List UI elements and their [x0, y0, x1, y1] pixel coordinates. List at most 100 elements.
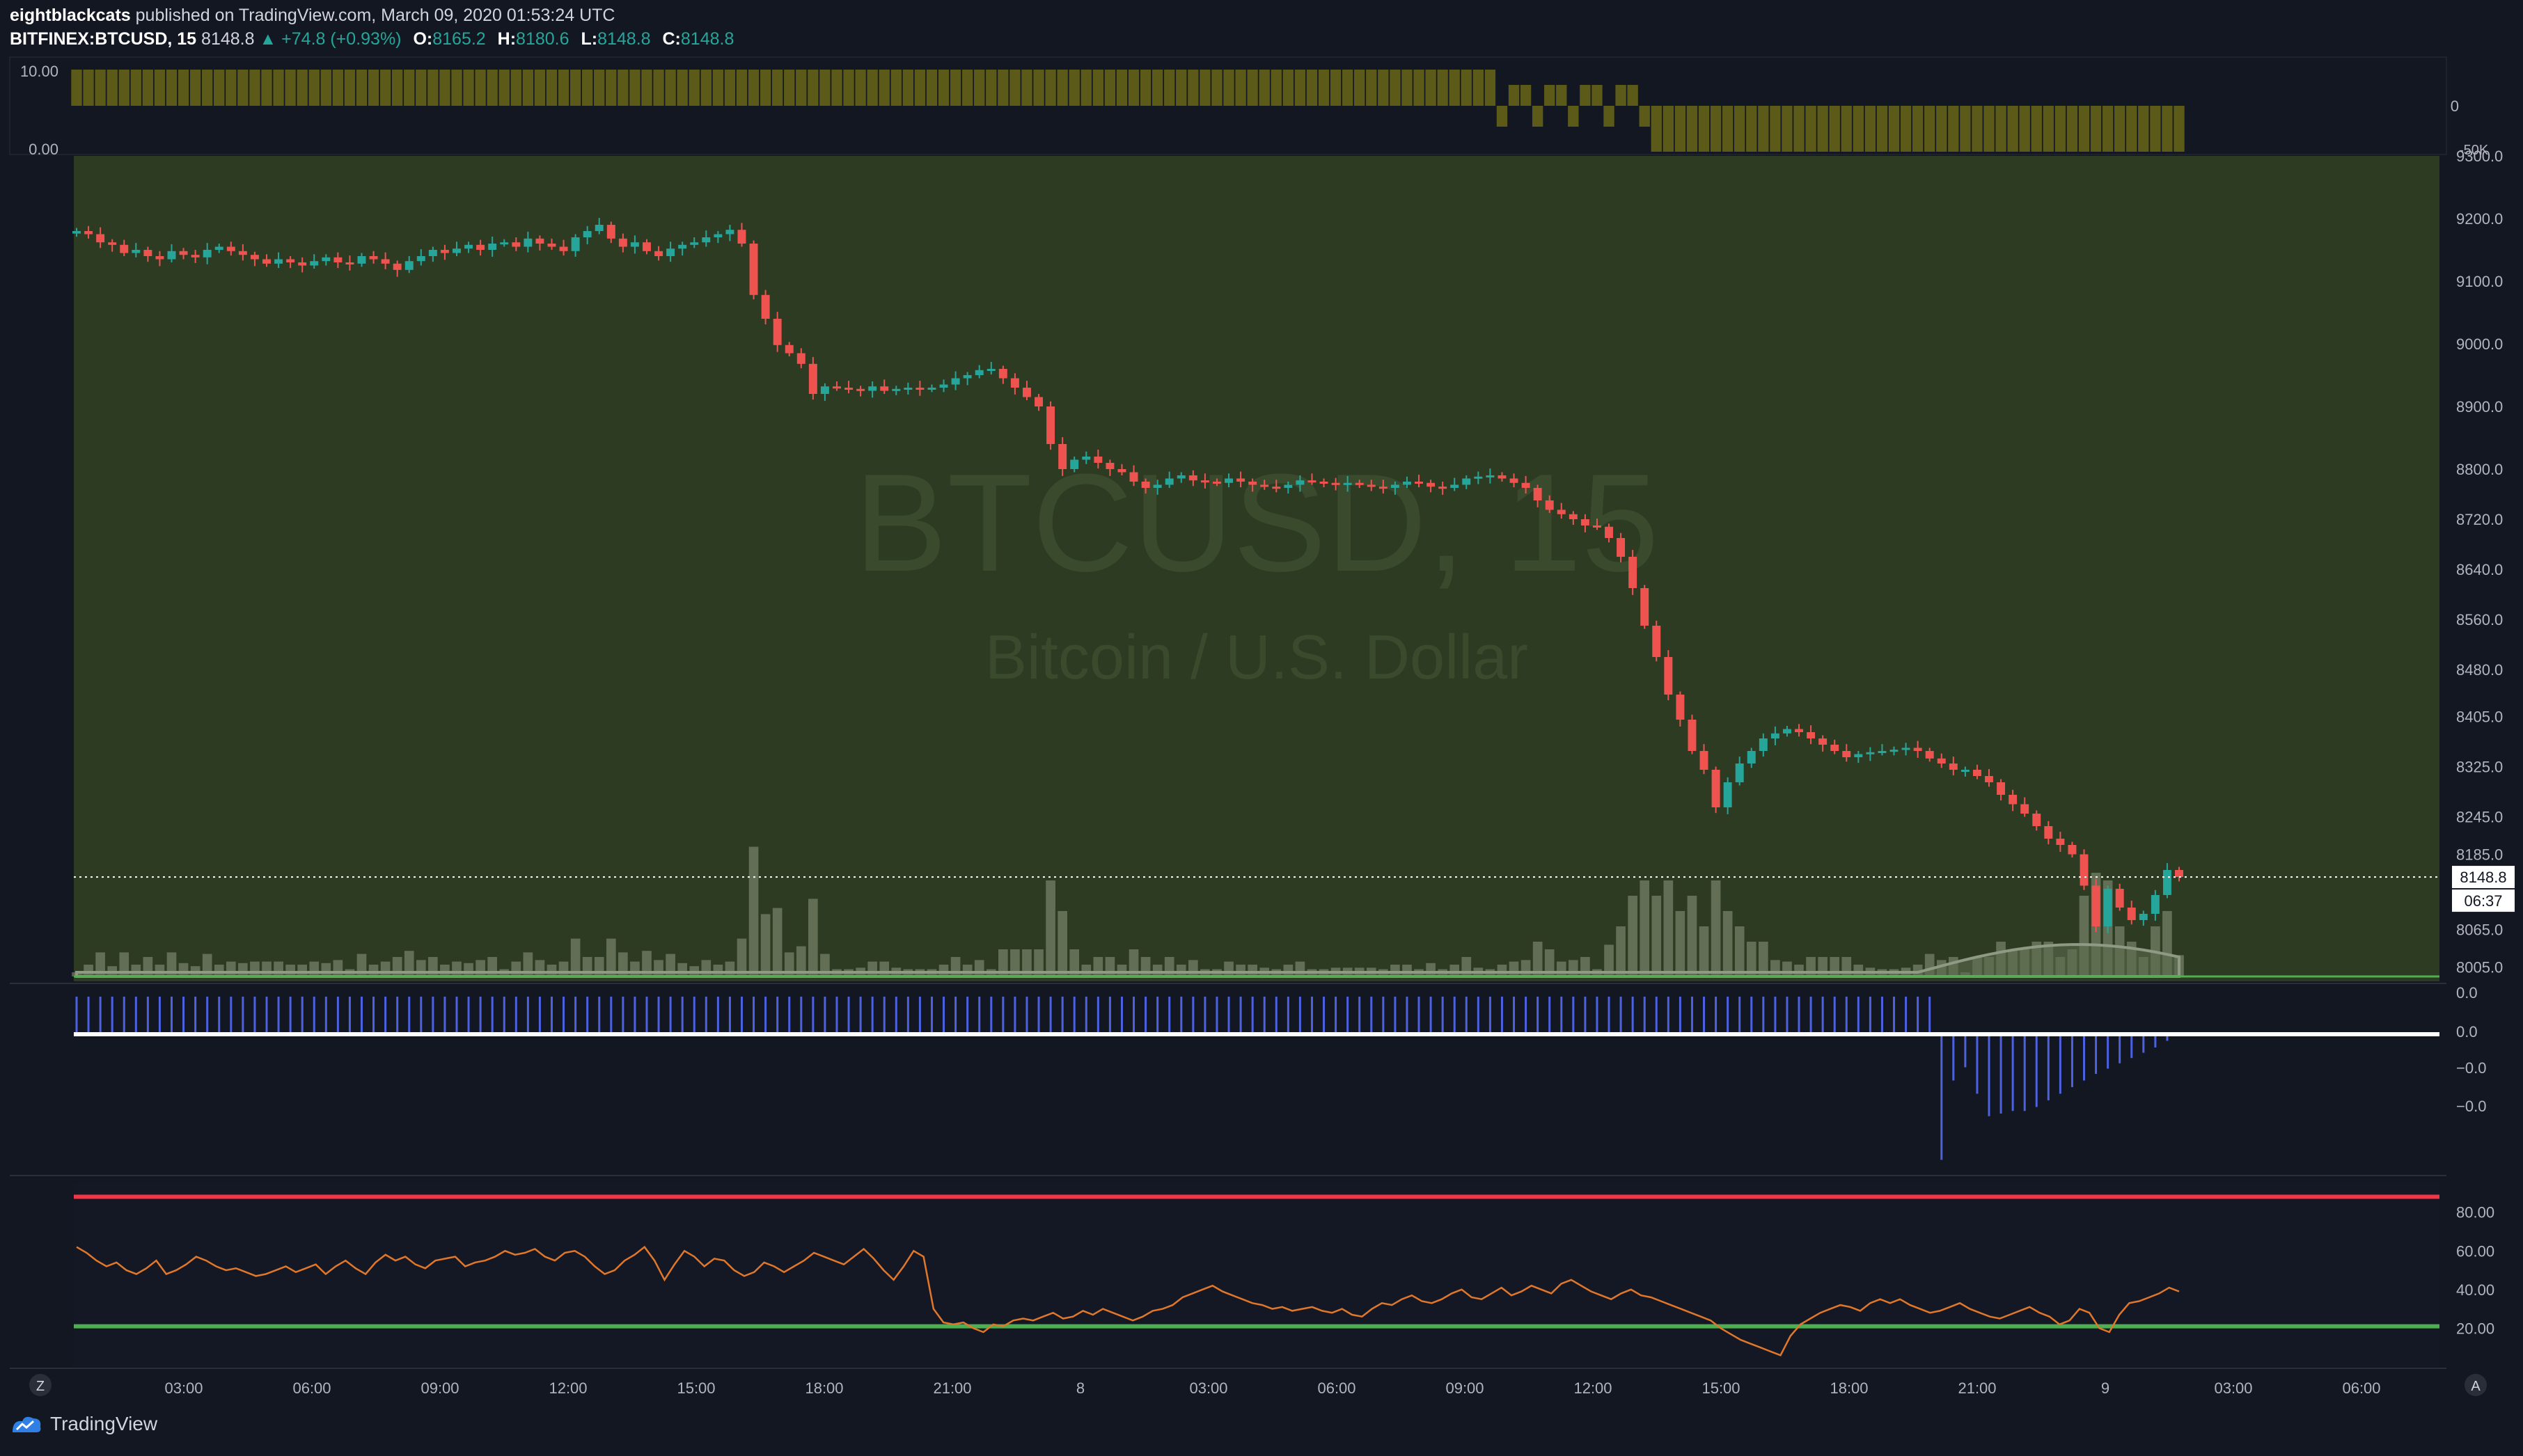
- candle-body: [880, 386, 889, 391]
- high-label: H:: [497, 29, 517, 49]
- candle-body: [1296, 480, 1305, 485]
- publish-info: eightblackcats published on TradingView.…: [10, 6, 615, 26]
- scale-button[interactable]: [29, 1374, 52, 1396]
- candle-body: [2103, 889, 2112, 926]
- volume-bar: [1544, 949, 1555, 976]
- top-pane-bar: [1449, 70, 1460, 106]
- top-pane-bar: [2007, 106, 2018, 152]
- open-label: O:: [413, 29, 433, 49]
- top-pane-bar: [379, 70, 391, 106]
- candle-body: [2032, 814, 2041, 826]
- candle-body: [951, 378, 960, 385]
- top-pane-bar: [118, 70, 129, 106]
- candle-body: [1878, 751, 1887, 753]
- candle-body: [310, 261, 319, 266]
- candle-body: [500, 242, 509, 245]
- volume-bar: [1532, 942, 1543, 976]
- brand-footer[interactable]: TradingView: [10, 1413, 157, 1435]
- candle-body: [1866, 752, 1875, 754]
- top-axis-right-low: -50K: [2459, 143, 2489, 158]
- auto-scale-button[interactable]: [2465, 1374, 2487, 1396]
- rsi-tick-label: 40.00: [2456, 1281, 2494, 1299]
- candle-body: [1343, 482, 1352, 485]
- time-axis[interactable]: 03:00 06:00 09:00 12:00 15:00 18:00 21:00 8 03:0…: [164, 1379, 2380, 1397]
- top-pane-bar: [1663, 106, 1674, 152]
- top-pane-bar: [308, 70, 320, 106]
- candle-body: [547, 244, 556, 247]
- candle-body: [987, 369, 996, 371]
- oscillator-tick-label: −0.0: [2456, 1098, 2486, 1115]
- volume-bar: [642, 951, 652, 976]
- candle-body: [2091, 885, 2100, 926]
- candle-body: [1842, 751, 1851, 757]
- candle-body: [1711, 770, 1720, 807]
- top-pane-bar: [1472, 70, 1484, 106]
- candle-body: [1450, 484, 1459, 488]
- symbol-label[interactable]: BITFINEX:BTCUSD, 15: [10, 29, 197, 49]
- top-pane-bar: [142, 70, 154, 106]
- top-pane-bar: [1140, 70, 1152, 106]
- price-tick-label: 8405.0: [2456, 709, 2503, 726]
- candle-body: [1688, 720, 1697, 751]
- top-pane-bar: [998, 70, 1009, 106]
- candle-body: [2175, 870, 2183, 878]
- candle-body: [583, 231, 592, 237]
- auto-scale-label: A: [2471, 1379, 2481, 1394]
- candle-body: [1415, 482, 1423, 484]
- time-tick-label: 18:00: [805, 1379, 843, 1397]
- top-pane-bar: [404, 70, 415, 106]
- top-pane-bar: [416, 70, 427, 106]
- top-pane-bar: [2019, 106, 2030, 152]
- candle-body: [2127, 908, 2136, 920]
- candle-body: [1010, 378, 1019, 388]
- top-pane-bar: [974, 70, 985, 106]
- candle-body: [2068, 845, 2077, 855]
- candle-body: [714, 234, 723, 237]
- top-pane-bar: [1532, 106, 1543, 127]
- publisher-name[interactable]: eightblackcats: [10, 6, 131, 25]
- top-pane-bar: [736, 70, 748, 106]
- top-pane-bar: [1746, 106, 1757, 152]
- top-pane-bar: [784, 70, 795, 106]
- candle-body: [643, 242, 651, 251]
- candle-body: [203, 250, 212, 258]
- top-pane-bar: [1294, 70, 1306, 106]
- top-pane-bar: [1900, 106, 1912, 152]
- price-axis[interactable]: 9300.0 9200.0 9100.0 9000.0 8900.0 8800.0 8720…: [2456, 148, 2503, 976]
- candle-body: [1913, 747, 1922, 751]
- candle-body: [1117, 469, 1126, 473]
- volume-bar: [119, 952, 129, 976]
- top-pane-bar: [1758, 106, 1769, 152]
- candle-body: [512, 242, 521, 247]
- top-pane-bar: [1556, 85, 1567, 106]
- candle-body: [1628, 557, 1637, 588]
- candle-body: [856, 388, 865, 391]
- time-tick-label: 03:00: [164, 1379, 203, 1397]
- candle-body: [785, 345, 794, 354]
- top-pane-bar: [2102, 106, 2114, 152]
- price-pane[interactable]: [74, 156, 2439, 981]
- top-pane-bar: [1686, 106, 1698, 152]
- candle-body: [1402, 482, 1411, 485]
- top-pane-bar: [1092, 70, 1104, 106]
- top-pane-bar: [1057, 70, 1068, 106]
- top-pane-bar: [237, 70, 249, 106]
- candle-body: [381, 259, 390, 264]
- candle-body: [1569, 514, 1578, 519]
- candle-body: [404, 261, 414, 270]
- candle-body: [2139, 914, 2148, 920]
- rsi-pane[interactable]: [74, 1183, 2439, 1367]
- candle-body: [1782, 729, 1791, 734]
- candle-body: [808, 363, 817, 394]
- candle-body: [2009, 795, 2018, 805]
- top-pane-bar: [796, 70, 807, 106]
- top-pane-bar: [1698, 106, 1710, 152]
- candle-body: [1153, 484, 1162, 488]
- volume-bar: [570, 938, 581, 976]
- top-pane-bar: [1021, 70, 1032, 106]
- candle-body: [1759, 738, 1768, 751]
- candle-body: [440, 250, 449, 253]
- candle-body: [678, 244, 687, 249]
- candle-body: [833, 386, 841, 389]
